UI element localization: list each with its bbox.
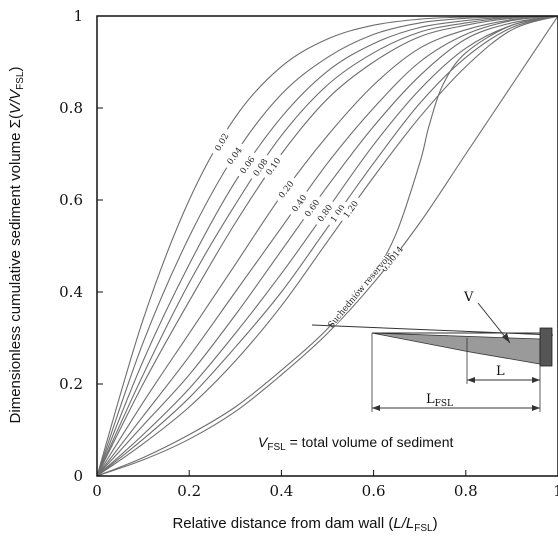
x-tick-label: 0.8 [454,482,478,500]
series-label-background [298,193,324,222]
y-tick-label: 0.8 [59,99,83,117]
y-tick-label: 1 [73,7,83,25]
series-label: Suchedniów reservoir [326,250,396,330]
series-label-background [327,253,391,326]
series-label-background [311,198,337,227]
x-tick-label: 0.4 [269,482,293,500]
l-arrow-right [532,377,540,383]
series-label-background [324,198,350,228]
axis-ticks: 0 0.2 0.4 0.6 0.8 1 0 0.2 0.4 0.6 0.8 1 [59,7,558,500]
series-line [96,15,558,477]
series-label-background [260,151,285,181]
series-label-background [337,194,362,223]
y-tick-label: 0 [73,467,83,485]
x-axis-title: Relative distance from dam wall (L/LFSL) [172,515,437,534]
series-line [96,15,558,477]
series-line [96,15,558,477]
y-tick-label: 0.6 [59,191,83,209]
lfsl-arrow-right [532,405,540,411]
plot-frame [96,15,558,477]
lfsl-label: LFSL [426,392,453,409]
sediment-wedge [371,332,541,365]
series-label-background [285,188,311,217]
x-tick-label: 0.6 [362,482,386,500]
series-line [96,15,558,477]
series-label-background [221,140,246,170]
series-line [96,15,558,477]
x-tick-label: 1 [553,482,558,500]
series-line [96,15,558,477]
curve-group [96,15,558,477]
series-label-background [272,174,298,203]
series-line [96,15,558,477]
series-line [96,15,558,477]
reservoir-schematic: V L LFSL VFSL = total volume of sediment [258,290,554,453]
x-tick-label: 0 [92,482,102,500]
series-label-background [247,152,272,182]
schematic-note: VFSL = total volume of sediment [258,434,453,453]
x-tick-label: 0.2 [177,482,201,500]
v-pointer-arrowhead [502,333,510,343]
series-line [96,15,558,477]
y-axis-title: Dimensionless cumulative sediment volume… [7,67,26,424]
series-line [96,15,558,477]
curve-label-group: 0.020.040.060.080.100.200.400.600.801.00… [209,126,406,330]
series-line [96,15,558,477]
y-tick-label: 0.4 [59,283,83,301]
series-label-background [234,150,259,179]
v-label: V [463,290,474,305]
lfsl-arrow-left [372,405,380,411]
l-label: L [496,364,505,379]
y-tick-label: 0.2 [59,375,83,393]
dam-wall [539,327,553,367]
series-line [96,15,558,477]
series-label-background [209,126,232,157]
l-arrow-left [467,377,475,383]
